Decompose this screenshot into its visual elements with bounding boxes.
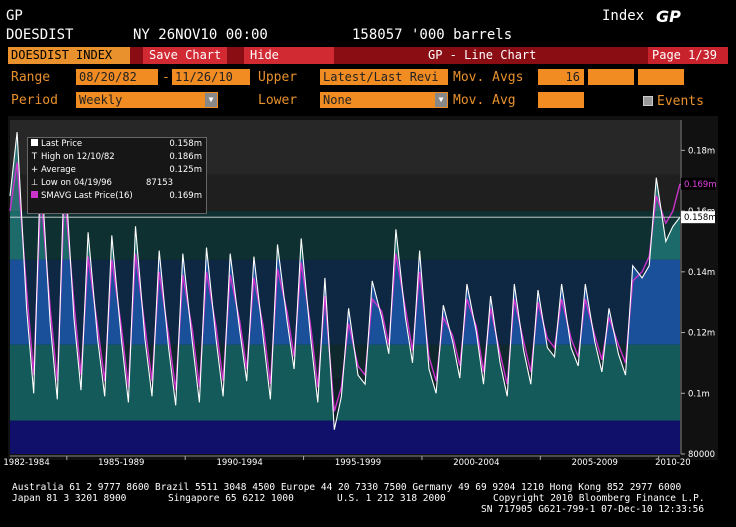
average-marker-icon: + <box>31 165 39 175</box>
footer-contacts-japan: Japan 81 3 3201 8900 <box>12 493 127 504</box>
square-icon <box>31 139 38 146</box>
legend-high: T High on 12/10/82 0.186m <box>28 151 206 164</box>
last-price-tag-bg <box>681 211 715 224</box>
legend-last-price-value: 0.158m <box>169 139 202 149</box>
index-code: GP <box>656 7 681 26</box>
footer-copyright: Copyright 2010 Bloomberg Finance L.P. <box>493 493 705 504</box>
date-time: NY 26NOV10 00:00 <box>133 27 268 43</box>
smavg-tag: 0.169m <box>684 180 717 190</box>
range-end-field[interactable]: 11/26/10 <box>172 69 250 85</box>
footer-contacts-singapore: Singapore 65 6212 1000 <box>168 493 294 504</box>
security-name: DOESDIST <box>6 27 74 43</box>
chart-band-2 <box>10 211 680 260</box>
legend-low-value: 87153 <box>146 178 174 188</box>
period-select[interactable]: Weekly ▼ <box>76 92 218 108</box>
x-tick-label: 1982-1984 <box>3 458 49 467</box>
chevron-down-icon[interactable]: ▼ <box>435 93 447 107</box>
lower-select[interactable]: None ▼ <box>320 92 448 108</box>
tab-bar: DOESDIST INDEX Save Chart Hide GP - Line… <box>8 47 728 64</box>
chart-title: GP - Line Chart <box>428 48 537 62</box>
x-tick-label: 1995-1999 <box>335 458 381 467</box>
range-start-field[interactable]: 08/20/82 <box>76 69 158 85</box>
legend-high-value: 0.186m <box>169 152 202 162</box>
y-tick-label: 0.14m <box>688 268 715 278</box>
range-label: Range <box>11 70 51 85</box>
legend-average: + Average 0.125m <box>28 164 206 177</box>
mov-avgs-label: Mov. Avgs <box>453 70 524 85</box>
legend-smavg: SMAVG Last Price(16) 0.169m <box>28 190 206 203</box>
events-label: Events <box>657 94 704 109</box>
legend-smavg-label: SMAVG Last Price(16) <box>41 191 133 201</box>
mov-avg-label: Mov. Avg <box>453 93 516 108</box>
tab-security-index[interactable]: DOESDIST INDEX <box>8 47 130 64</box>
x-tick-label: 2000-2004 <box>453 458 499 467</box>
lower-select-value: None <box>323 93 352 107</box>
upper-select-value: Latest/Last Revi <box>323 70 439 84</box>
legend-smavg-value: 0.169m <box>169 191 202 201</box>
y-tick-label: 80000 <box>688 450 715 460</box>
legend-average-label: Average <box>41 165 76 175</box>
lower-label: Lower <box>258 93 298 108</box>
last-price-tag: 0.158m <box>684 213 717 223</box>
smavg-tag-bg <box>681 177 715 190</box>
upper-select[interactable]: Latest/Last Revi <box>320 69 448 85</box>
x-tick-label: 2010-20 <box>655 458 691 467</box>
ticker-label: GP <box>6 8 23 24</box>
period-select-value: Weekly <box>79 93 123 107</box>
hide-button[interactable]: Hide <box>244 47 334 64</box>
legend-last-price-label: Last Price <box>41 139 83 149</box>
footer-serial: SN 717905 G621-799-1 07-Dec-10 12:33:56 <box>481 504 705 515</box>
mov-avgs-field-2[interactable] <box>588 69 634 85</box>
mov-avg-field[interactable] <box>538 92 584 108</box>
events-checkbox[interactable] <box>643 96 653 106</box>
y-tick-label: 0.1m <box>688 389 710 399</box>
mov-avgs-field-3[interactable] <box>638 69 684 85</box>
footer-contacts-line1: Australia 61 2 9777 8600 Brazil 5511 304… <box>12 482 682 493</box>
legend-average-value: 0.125m <box>169 165 202 175</box>
page-indicator[interactable]: Page 1/39 <box>648 47 728 64</box>
legend-low: ⊥ Low on 04/19/96 87153 <box>28 177 206 190</box>
upper-label: Upper <box>258 70 298 85</box>
area-fill-4 <box>10 420 680 454</box>
footer-contacts-us: U.S. 1 212 318 2000 <box>337 493 446 504</box>
index-label: Index <box>602 8 645 24</box>
x-tick-label: 1990-1994 <box>216 458 262 467</box>
range-separator: - <box>162 70 170 85</box>
y-tick-label: 0.12m <box>688 329 715 339</box>
last-value: 158057 '000 barrels <box>352 27 513 43</box>
square-icon <box>31 191 38 198</box>
save-chart-button[interactable]: Save Chart <box>143 47 228 64</box>
x-tick-label: 2005-2009 <box>572 458 618 467</box>
x-tick-label: 1985-1989 <box>98 458 144 467</box>
period-label: Period <box>11 93 58 108</box>
low-marker-icon: ⊥ <box>31 178 39 188</box>
mov-avgs-field[interactable]: 16 <box>538 69 584 85</box>
y-tick-label: 0.18m <box>688 146 715 156</box>
chart-legend: Last Price 0.158m T High on 12/10/82 0.18… <box>27 137 207 214</box>
legend-high-label: High on 12/10/82 <box>41 152 115 162</box>
price-series-line <box>9 132 681 430</box>
high-marker-icon: T <box>31 152 38 162</box>
legend-low-label: Low on 04/19/96 <box>41 178 112 188</box>
legend-last-price: Last Price 0.158m <box>28 138 206 151</box>
chevron-down-icon[interactable]: ▼ <box>205 93 217 107</box>
